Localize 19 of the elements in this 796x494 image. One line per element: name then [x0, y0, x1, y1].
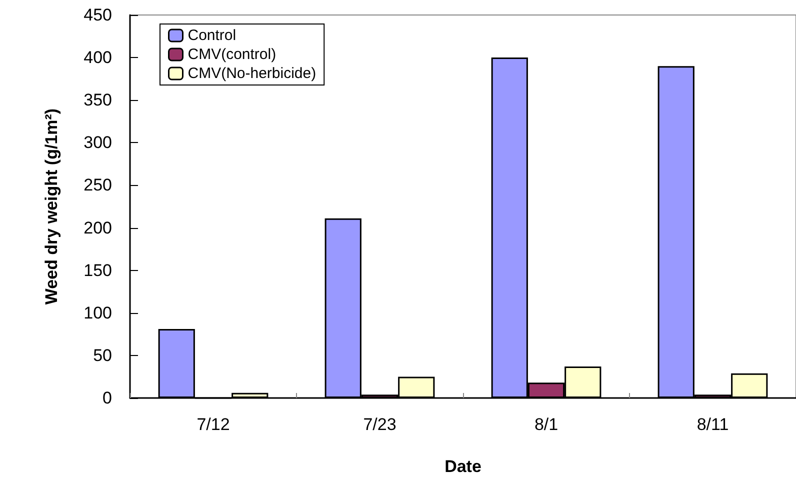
x-tick-label: 8/11 [696, 415, 729, 434]
x-axis-title: Date [444, 457, 482, 476]
y-axis-title: Weed dry weight (g/1m²) [42, 108, 61, 305]
y-tick-label: 200 [84, 218, 112, 238]
y-tick-label: 300 [84, 133, 112, 152]
y-tick-label: 0 [102, 388, 112, 408]
x-tick-label: 7/23 [363, 415, 396, 434]
y-tick-label: 250 [84, 176, 112, 195]
legend-label: CMV(No-herbicide) [188, 65, 316, 82]
legend-label: Control [188, 27, 236, 44]
y-tick-label: 450 [84, 6, 112, 24]
y-tick-label: 350 [84, 90, 112, 110]
y-tick-label: 150 [84, 260, 112, 280]
x-tick-label: 7/12 [196, 415, 230, 434]
y-tick-label: 50 [93, 346, 112, 365]
y-tick-label: 400 [84, 48, 112, 68]
y-tick-label: 100 [84, 303, 112, 322]
legend-label: CMV(control) [188, 46, 276, 63]
x-tick-label: 8/1 [534, 415, 558, 434]
